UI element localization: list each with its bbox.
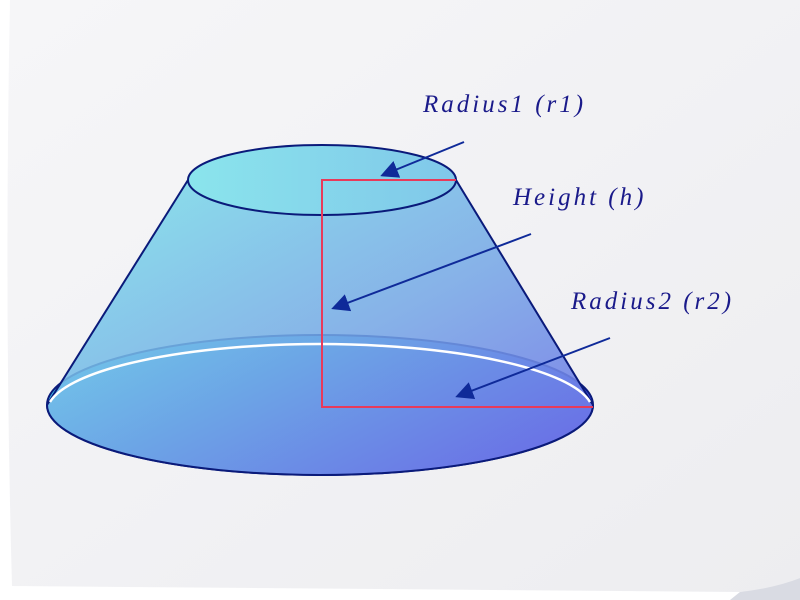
paper-curl <box>730 578 800 600</box>
base-rim-highlight <box>48 342 592 403</box>
height-label: Height (h) <box>512 184 646 211</box>
radius2-arrow <box>455 337 611 400</box>
height-marker <box>321 179 593 408</box>
frustum-right-edge <box>455 179 594 406</box>
height-arrow <box>331 233 532 312</box>
frustum-side <box>47 180 593 475</box>
radius1-label: Radius1 (r1) <box>422 91 586 118</box>
base-front-outline <box>46 404 594 476</box>
frustum-left-edge <box>46 179 189 406</box>
radius2-label: Radius2 (r2) <box>570 288 734 315</box>
radius1-arrow <box>380 141 465 178</box>
